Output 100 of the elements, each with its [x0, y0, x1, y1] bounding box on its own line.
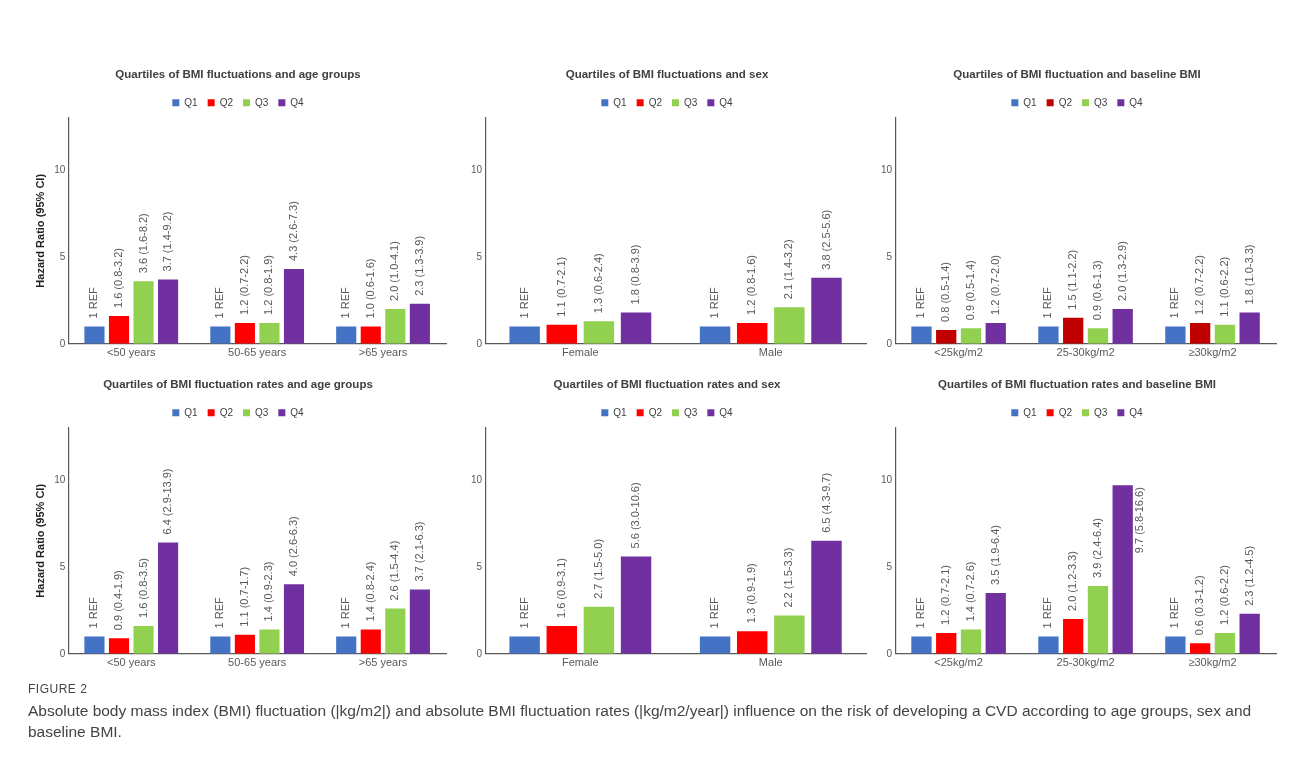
bar — [1165, 326, 1186, 344]
data-label: 0.8 (0.5-1.4) — [939, 261, 952, 322]
bar — [1112, 309, 1133, 344]
legend-label: Q3 — [684, 96, 698, 108]
bar — [210, 326, 231, 344]
bar — [84, 326, 105, 344]
bar — [736, 322, 768, 344]
data-label: 1 REF — [1168, 596, 1181, 629]
data-label: 1 REF — [708, 596, 721, 629]
bar — [620, 556, 652, 654]
data-label: 2.0 (1.3-2.9) — [1115, 241, 1128, 302]
legend-label: Q2 — [1058, 406, 1073, 418]
bar — [911, 326, 932, 344]
data-label: 3.7 (2.1-6.3) — [412, 521, 425, 582]
legend-label: Q4 — [719, 96, 734, 108]
legend-label: Q1 — [1023, 406, 1038, 418]
bar — [234, 634, 255, 654]
bar — [158, 279, 179, 344]
data-label: 1.2 (0.7-2.0) — [988, 255, 1001, 315]
legend-label: Q3 — [255, 96, 269, 108]
legend-label: Q1 — [184, 406, 199, 418]
data-label: 0.9 (0.5-1.4) — [964, 260, 977, 321]
bar — [336, 636, 357, 654]
data-label: 2.6 (1.5-4.4) — [388, 540, 401, 601]
bar — [509, 326, 540, 344]
data-label: 1 REF — [1041, 286, 1054, 319]
bar — [774, 307, 805, 344]
bar — [360, 629, 381, 654]
x-tick-label: >65 years — [358, 346, 408, 359]
data-label: 1.2 (0.7-2.1) — [939, 565, 952, 625]
y-tick-label: 10 — [471, 163, 483, 175]
data-label: 1 REF — [1041, 596, 1054, 629]
bar — [960, 328, 982, 344]
data-label: 2.7 (1.5-5.0) — [591, 538, 604, 599]
data-label: 1.4 (0.7-2.6) — [964, 561, 977, 622]
legend-label: Q2 — [648, 406, 663, 418]
data-label: 1 REF — [1168, 286, 1181, 319]
bar — [985, 592, 1006, 654]
data-label: 1.2 (0.8-1.6) — [745, 255, 758, 315]
bar — [1239, 613, 1260, 654]
data-label: 1.4 (0.8-2.4) — [363, 561, 376, 622]
bar — [1038, 636, 1059, 654]
bar — [133, 625, 154, 654]
bar — [736, 631, 768, 654]
data-label: 9.7 (5.8-16.6) — [1132, 487, 1145, 554]
x-tick-label: <50 years — [106, 346, 157, 359]
legend-label: Q2 — [648, 96, 663, 108]
bar — [108, 315, 130, 344]
y-tick-label: 5 — [59, 560, 66, 572]
data-label: 1.1 (0.7-2.1) — [554, 256, 567, 317]
data-label: 3.5 (1.9-6.4) — [988, 525, 1001, 585]
bar — [583, 321, 615, 344]
data-label: 1 REF — [213, 286, 226, 319]
bar — [409, 303, 430, 344]
bar — [1165, 636, 1186, 654]
bar — [108, 638, 130, 654]
bar — [409, 589, 430, 654]
data-label: 6.5 (4.3-9.7) — [819, 472, 832, 533]
bar — [360, 326, 381, 344]
x-tick-label: >65 years — [358, 656, 408, 669]
chart-title: Quartiles of BMI fluctuations and age groups — [115, 68, 361, 81]
chart-title: Quartiles of BMI fluctuation rates and age groups — [103, 378, 373, 391]
bar — [699, 636, 731, 654]
bar — [1063, 317, 1084, 344]
chart-title: Quartiles of BMI fluctuation rates and sex — [553, 378, 782, 391]
data-label: 4.0 (2.6-6.3) — [287, 516, 300, 577]
data-label: 1 REF — [339, 286, 352, 319]
x-tick-label: Female — [562, 346, 599, 359]
bar — [699, 326, 731, 344]
bar — [1112, 485, 1133, 654]
data-label: 1 REF — [914, 596, 927, 629]
x-tick-label: Male — [758, 656, 783, 669]
x-tick-label: 25-30kg/m2 — [1056, 346, 1115, 359]
data-label: 0.9 (0.4-1.9) — [112, 570, 125, 631]
bar — [1038, 326, 1059, 344]
legend-label: Q1 — [184, 96, 199, 108]
data-label: 3.6 (1.6-8.2) — [136, 213, 149, 274]
y-tick-label: 5 — [886, 560, 893, 572]
bar — [583, 606, 615, 654]
y-tick-label: 0 — [476, 647, 483, 659]
y-tick-label: 0 — [59, 337, 66, 349]
data-label: 2.3 (1.2-4.5) — [1242, 545, 1255, 606]
legend-label: Q3 — [1094, 96, 1108, 108]
data-label: 2.0 (1.0-4.1) — [388, 241, 401, 302]
bar — [811, 277, 842, 344]
data-label: 1.1 (0.7-1.7) — [237, 566, 250, 627]
data-label: 1 REF — [87, 596, 100, 629]
data-label: 1.4 (0.9-2.3) — [262, 561, 275, 622]
legend-label: Q3 — [1094, 406, 1108, 418]
bar — [936, 632, 957, 654]
bar — [283, 584, 305, 654]
legend-label: Q4 — [1129, 96, 1144, 108]
data-label: 1.2 (0.7-2.2) — [237, 255, 250, 315]
legend-label: Q4 — [290, 406, 305, 418]
bar — [546, 324, 577, 344]
data-label: 1.6 (0.9-3.1) — [554, 558, 567, 618]
x-tick-label: 50-65 years — [228, 656, 287, 669]
data-label: 2.3 (1.3-3.9) — [412, 235, 425, 296]
y-tick-label: 0 — [886, 337, 893, 349]
data-label: 3.9 (2.4-6.4) — [1090, 518, 1103, 578]
